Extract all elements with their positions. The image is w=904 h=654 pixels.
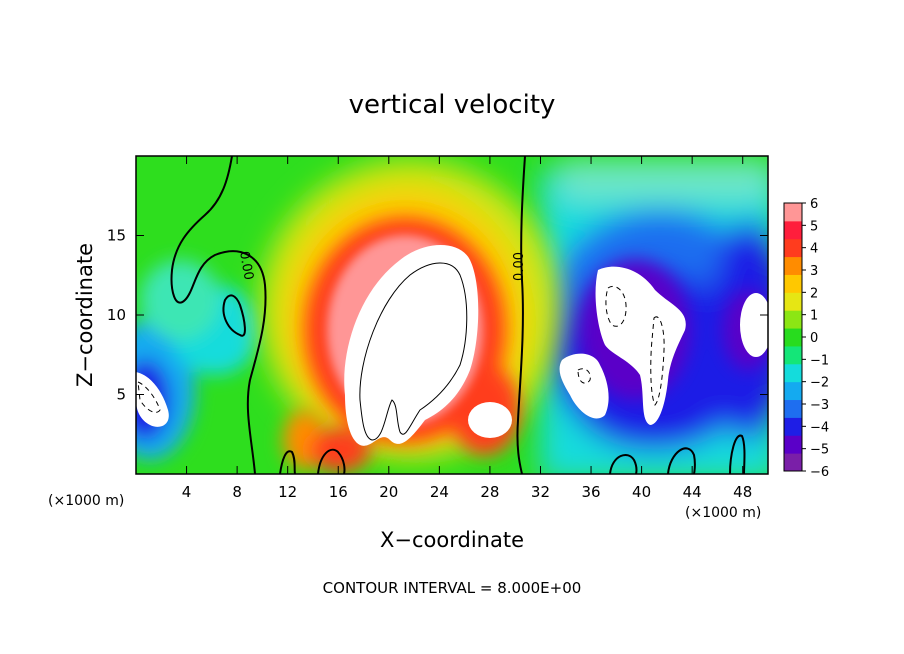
chart-title: vertical velocity — [349, 90, 556, 120]
zero-contour-low-3 — [609, 454, 638, 474]
y-tick-label: 5 — [116, 386, 126, 404]
colorbar-tick-label: −1 — [810, 353, 829, 368]
colorbar-tick-label: 1 — [810, 309, 818, 324]
colorbar-tick-label: 0 — [810, 331, 818, 346]
contour-downdraft-right-3 — [577, 368, 591, 384]
colorbar-swatch — [784, 220, 802, 240]
colorbar-tick-label: −3 — [810, 398, 829, 413]
x-tick-label: 8 — [232, 483, 242, 501]
zero-contour-low-4 — [667, 447, 696, 474]
colorbar-tick-label: −4 — [810, 420, 829, 435]
x-axis: 4 8 12 16 20 24 28 32 36 40 44 48 — [182, 156, 752, 501]
colorbar-swatch — [784, 292, 802, 311]
x-tick-label: 20 — [379, 483, 398, 501]
y-tick-label: 10 — [107, 306, 126, 324]
downdraft-core-far-right — [740, 293, 768, 357]
contour-updraft-core — [359, 262, 468, 441]
colorbar-swatch — [784, 453, 802, 472]
contour-downdraft-right — [605, 285, 627, 327]
colorbar-tick-label: 3 — [810, 264, 818, 279]
x-tick-label: 32 — [531, 483, 550, 501]
x-tick-label: 48 — [733, 483, 752, 501]
colorbar-tick-label: −2 — [810, 376, 829, 391]
colorbar-swatch — [784, 399, 802, 418]
colorbar-swatch — [784, 381, 802, 401]
colorbar-swatch — [784, 417, 802, 436]
colorbar-swatch — [784, 435, 802, 454]
contour-label-right: 0.00 — [512, 252, 527, 281]
zero-contour-loop-left — [222, 294, 246, 337]
contour-label-left: 0.00 — [236, 250, 256, 281]
zero-contour-right — [516, 156, 526, 474]
zero-contour-left — [170, 156, 267, 474]
colorbar: 6 5 4 3 2 1 0 −1 −2 −3 −4 −5 −6 — [783, 197, 829, 480]
updraft-lobe-core — [468, 402, 512, 438]
x-tick-label: 4 — [182, 483, 192, 501]
colorbar-swatch — [784, 238, 802, 258]
colorbar-swatch — [784, 363, 802, 383]
colorbar-tick-label: 6 — [810, 197, 818, 212]
cyan-band-top — [560, 160, 768, 200]
x-tick-label: 28 — [480, 483, 499, 501]
colorbar-swatch — [784, 274, 802, 293]
zero-contour-low-5 — [729, 434, 746, 474]
contour-interval-note: CONTOUR INTERVAL = 8.000E+00 — [323, 579, 582, 597]
y-axis-label: Z−coordinate — [73, 243, 97, 387]
x-tick-label: 44 — [683, 483, 702, 501]
x-axis-label: X−coordinate — [380, 528, 524, 552]
y-tick-label: 15 — [107, 227, 126, 245]
x-axis-unit: (×1000 m) — [685, 505, 761, 521]
colorbar-swatch — [784, 310, 802, 329]
updraft-core — [344, 245, 479, 446]
x-tick-label: 36 — [581, 483, 600, 501]
x-tick-label: 12 — [278, 483, 297, 501]
zero-contour-low-1 — [279, 450, 296, 474]
x-tick-label: 40 — [632, 483, 651, 501]
cyan-zone-left-mid — [140, 260, 220, 340]
colorbar-tick-label: 5 — [810, 219, 818, 234]
contour-downdraft-left — [137, 381, 161, 413]
x-tick-label: 16 — [329, 483, 348, 501]
colorbar-swatch — [784, 256, 802, 275]
colorbar-tick-label: −5 — [810, 443, 829, 458]
heatmap-field — [136, 156, 768, 474]
colorbar-tick-label: 2 — [810, 286, 818, 301]
zero-contour-low-2 — [317, 448, 346, 474]
colorbar-swatch — [784, 328, 802, 347]
y-axis: 5 10 15 — [107, 227, 768, 404]
colorbar-swatch — [784, 203, 802, 222]
x-tick-label: 24 — [430, 483, 449, 501]
y-axis-unit: (×1000 m) — [48, 493, 124, 509]
colorbar-tick-label: −6 — [810, 465, 829, 480]
downdraft-core-right — [595, 266, 686, 425]
colorbar-tick-label: 4 — [810, 242, 818, 257]
colorbar-swatch — [784, 345, 802, 365]
downdraft-core-right-low — [559, 353, 609, 419]
downdraft-core-left — [136, 372, 169, 427]
